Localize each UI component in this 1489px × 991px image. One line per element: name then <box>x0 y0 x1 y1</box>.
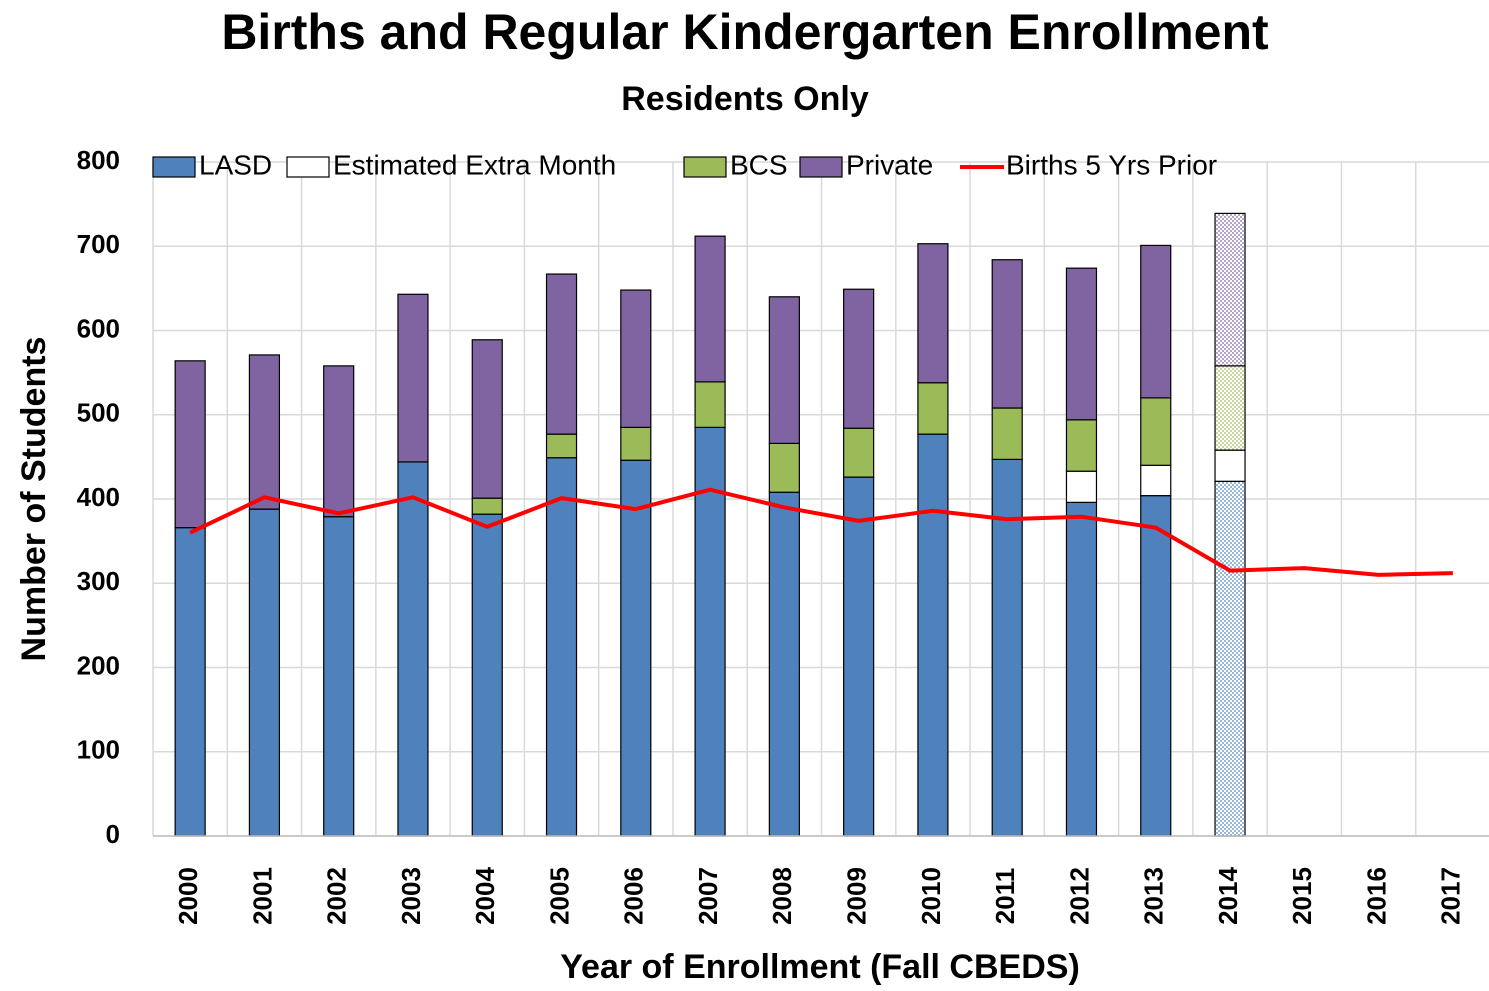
bar-segment <box>1140 495 1172 837</box>
bar-segment <box>1140 397 1172 466</box>
x-tick-label: 2010 <box>916 867 946 925</box>
y-tick-label: 200 <box>77 650 120 680</box>
y-tick-label: 300 <box>77 566 120 596</box>
bar-segment <box>843 288 875 429</box>
line-series <box>189 487 1453 577</box>
bar-segment <box>620 459 652 837</box>
legend-label: Births 5 Yrs Prior <box>1006 149 1217 180</box>
legend-swatch <box>286 156 330 178</box>
x-tick-label: 2017 <box>1436 867 1466 925</box>
y-tick-label: 500 <box>77 398 120 428</box>
x-tick-label: 2013 <box>1139 867 1169 925</box>
bar-segment <box>397 293 429 463</box>
x-tick-label: 2012 <box>1064 867 1094 925</box>
bar-segment <box>991 259 1023 409</box>
y-tick-label: 400 <box>77 482 120 512</box>
bar-segment <box>545 433 578 459</box>
bar-segment <box>545 457 578 837</box>
x-tick-label: 2004 <box>470 867 500 925</box>
bar-segment <box>620 289 652 428</box>
bar-segment <box>1065 470 1098 503</box>
bar-segment <box>323 516 355 837</box>
bar-segment <box>694 381 726 428</box>
x-tick-label: 2007 <box>693 867 723 925</box>
bar-segment <box>1214 449 1246 482</box>
legend-swatch <box>799 156 843 178</box>
x-tick-label: 2008 <box>767 867 797 925</box>
x-axis-title: Year of Enrollment (Fall CBEDS) <box>560 948 1080 986</box>
x-tick-label: 2006 <box>619 867 649 925</box>
legend-label: Estimated Extra Month <box>333 149 616 180</box>
bar-segment <box>917 382 949 435</box>
legend-label: Private <box>846 149 933 180</box>
bar-segment <box>843 427 875 478</box>
bar-segment <box>471 339 503 499</box>
chart-subtitle: Residents Only <box>621 80 869 118</box>
y-axis-title: Number of Students <box>15 337 53 662</box>
bar-segment <box>694 426 726 837</box>
y-tick-label: 100 <box>77 735 120 765</box>
bar-segment <box>991 407 1023 461</box>
x-tick-label: 2003 <box>396 867 426 925</box>
bar-segment <box>991 458 1023 837</box>
bar-segment <box>694 235 726 383</box>
x-tick-label: 2002 <box>322 867 352 925</box>
bar-segment <box>1214 480 1246 837</box>
y-tick-label: 600 <box>77 313 120 343</box>
x-tick-label: 2014 <box>1213 867 1243 925</box>
x-tick-label: 2005 <box>544 867 574 925</box>
bar-segment <box>768 491 800 837</box>
x-tick-label: 2001 <box>247 867 277 925</box>
x-tick-label: 2015 <box>1287 867 1317 925</box>
legend-swatch <box>152 156 196 178</box>
bar-segment <box>917 243 949 384</box>
bar-segment <box>323 365 355 518</box>
bar-segment <box>1140 464 1172 497</box>
bar-segment <box>248 508 281 837</box>
bar-segment <box>1140 244 1172 399</box>
legend-label: LASD <box>199 149 272 180</box>
y-tick-label: 800 <box>77 145 120 175</box>
x-tick-label: 2009 <box>842 867 872 925</box>
x-tick-label: 2000 <box>173 867 203 925</box>
chart-title: Births and Regular Kindergarten Enrollme… <box>221 4 1269 60</box>
bar-segment <box>471 497 503 515</box>
bar-segment <box>174 527 206 837</box>
bar-segment <box>174 360 206 529</box>
bar-segment <box>620 426 652 461</box>
bar-segment <box>471 513 503 837</box>
bar-segment <box>768 296 800 444</box>
bar-segment <box>1214 212 1246 367</box>
bar-segment <box>843 476 875 837</box>
x-tick-label: 2011 <box>990 868 1020 924</box>
bar-segment <box>248 354 281 510</box>
y-tick-label: 0 <box>106 819 120 849</box>
bar-segment <box>397 461 429 837</box>
bar-segment <box>1065 267 1098 421</box>
legend-label: BCS <box>730 149 788 180</box>
bar-segment <box>1214 365 1246 451</box>
bar-segment <box>917 433 949 837</box>
bar-segment <box>768 442 800 493</box>
bar-segment <box>1065 419 1098 472</box>
x-tick-label: 2016 <box>1361 867 1391 925</box>
bar-segment <box>545 273 578 435</box>
bar-segment <box>1065 501 1098 837</box>
legend-swatch <box>683 156 727 178</box>
y-tick-label: 700 <box>77 229 120 259</box>
